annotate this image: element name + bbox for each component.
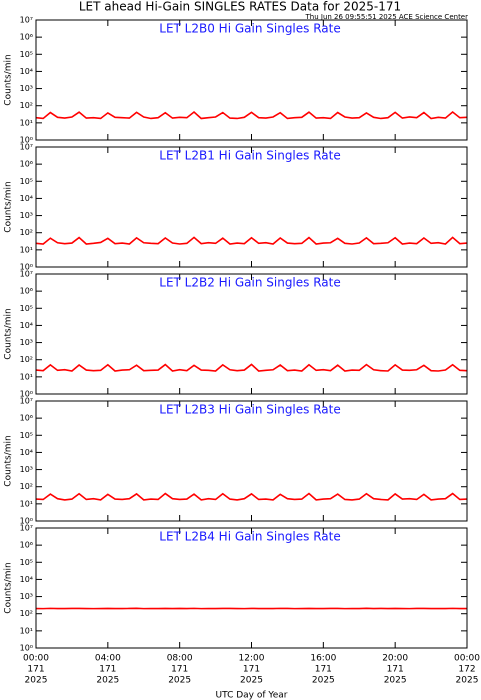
y-tick-label: 10² [20, 101, 33, 110]
x-tick-label: 04:00 [95, 654, 121, 664]
y-tick-label: 10³ [20, 84, 33, 93]
y-tick-label: 10⁷ [20, 397, 33, 406]
x-tick-day: 171 [243, 665, 260, 675]
x-tick-year: 2025 [312, 676, 335, 686]
y-tick-label: 10³ [20, 465, 33, 474]
x-tick-day: 172 [458, 665, 475, 675]
x-axis-label: UTC Day of Year [216, 691, 288, 700]
y-tick-label: 10⁵ [20, 50, 33, 59]
y-tick-label: 10⁷ [20, 270, 33, 279]
panel-title: LET L2B2 Hi Gain Singles Rate [159, 276, 340, 290]
y-axis-label: Counts/min [4, 181, 14, 232]
y-tick-label: 10¹ [20, 626, 33, 635]
x-tick-year: 2025 [240, 676, 263, 686]
y-tick-label: 10⁴ [20, 575, 33, 584]
x-tick-day: 171 [99, 665, 116, 675]
y-tick-label: 10⁷ [20, 143, 33, 152]
y-tick-label: 10¹ [20, 372, 33, 381]
y-axis-label: Counts/min [4, 54, 14, 105]
y-tick-label: 10⁷ [20, 524, 33, 533]
plot-frame [35, 146, 468, 268]
y-tick-label: 10⁴ [20, 194, 33, 203]
plot-frame [35, 527, 468, 649]
y-tick-label: 10¹ [20, 499, 33, 508]
y-tick-label: 10² [20, 228, 33, 237]
x-tick-label: 00:00 [454, 654, 480, 664]
y-tick-label: 10⁰ [20, 263, 33, 272]
x-tick-label: 00:00 [23, 654, 49, 664]
y-tick-label: 10³ [20, 592, 33, 601]
y-tick-label: 10² [20, 609, 33, 618]
panel-title: LET L2B0 Hi Gain Singles Rate [159, 22, 340, 36]
y-tick-label: 10⁶ [20, 541, 33, 550]
y-axis-label: Counts/min [4, 308, 14, 359]
x-tick-day: 171 [387, 665, 404, 675]
y-tick-label: 10⁶ [20, 33, 33, 42]
y-tick-label: 10³ [20, 338, 33, 347]
y-tick-label: 10⁴ [20, 67, 33, 76]
y-tick-label: 10⁰ [20, 517, 33, 526]
y-axis-label: Counts/min [4, 435, 14, 486]
y-tick-label: 10¹ [20, 245, 33, 254]
y-tick-label: 10⁰ [20, 390, 33, 399]
panel-title: LET L2B1 Hi Gain Singles Rate [159, 149, 340, 163]
y-tick-label: 10⁰ [20, 136, 33, 145]
y-tick-label: 10² [20, 355, 33, 364]
y-tick-label: 10² [20, 482, 33, 491]
x-tick-label: 12:00 [239, 654, 265, 664]
x-tick-year: 2025 [168, 676, 191, 686]
y-tick-label: 10⁵ [20, 177, 33, 186]
data-line [35, 492, 468, 501]
y-axis-label: Counts/min [4, 562, 14, 613]
plot-frame [35, 19, 468, 141]
chart-title: LET ahead Hi-Gain SINGLES RATES Data for… [79, 0, 401, 14]
data-line [35, 236, 468, 245]
y-tick-label: 10³ [20, 211, 33, 220]
x-tick-label: 20:00 [382, 654, 408, 664]
x-tick-year: 2025 [384, 676, 407, 686]
y-tick-label: 10⁴ [20, 321, 33, 330]
x-tick-day: 171 [315, 665, 332, 675]
plot-frame [35, 273, 468, 395]
y-tick-label: 10⁵ [20, 304, 33, 313]
y-tick-label: 10⁶ [20, 414, 33, 423]
y-tick-label: 10⁷ [20, 16, 33, 25]
x-tick-label: 16:00 [310, 654, 336, 664]
panel-title: LET L2B3 Hi Gain Singles Rate [159, 403, 340, 417]
data-line [35, 363, 468, 372]
plot-frame [35, 400, 468, 522]
y-tick-label: 10⁴ [20, 448, 33, 457]
x-tick-day: 171 [171, 665, 188, 675]
x-tick-label: 08:00 [167, 654, 193, 664]
y-tick-label: 10⁶ [20, 287, 33, 296]
x-tick-year: 2025 [25, 676, 48, 686]
panel-title: LET L2B4 Hi Gain Singles Rate [159, 530, 340, 544]
subtitle: Thu Jun 26 09:55:51 2025 ACE Science Cen… [305, 13, 469, 21]
x-tick-day: 171 [27, 665, 44, 675]
y-tick-label: 10⁰ [20, 644, 33, 653]
data-line [35, 110, 468, 120]
x-tick-year: 2025 [456, 676, 479, 686]
y-tick-label: 10⁶ [20, 160, 33, 169]
y-tick-label: 10⁵ [20, 431, 33, 440]
x-tick-year: 2025 [96, 676, 119, 686]
y-tick-label: 10⁵ [20, 558, 33, 567]
y-tick-label: 10¹ [20, 118, 33, 127]
